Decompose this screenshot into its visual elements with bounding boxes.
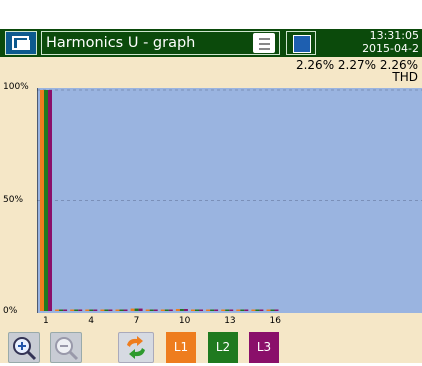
- bar-l3-h7: [138, 308, 143, 311]
- refresh-icon: [127, 336, 145, 359]
- bar-l3-h11: [199, 309, 203, 311]
- bar-l2-h10: [179, 309, 184, 311]
- x-tick-label-16: 16: [269, 316, 281, 326]
- bar-l1-h13: [221, 309, 226, 311]
- bar-l3-h6: [123, 309, 128, 311]
- y-tick-label-100: 100%: [3, 82, 29, 92]
- bar-l2-h3: [74, 309, 79, 311]
- bar-l2-h1: [44, 90, 48, 311]
- bar-l2-h7: [134, 308, 139, 311]
- x-tick-label-10: 10: [178, 316, 191, 326]
- phase-l1-label: L1: [173, 340, 189, 354]
- date-text: 2015-04-2: [362, 42, 419, 55]
- list-icon-line-1: [259, 38, 270, 40]
- window-icon-front: [17, 40, 30, 50]
- time-text: 13:31:05: [369, 29, 419, 42]
- zoom-out-icon: [55, 337, 79, 361]
- bar-l1-h15: [251, 309, 256, 311]
- list-icon-line-3: [259, 48, 270, 50]
- bar-l2-h5: [104, 309, 109, 311]
- harmonics-bar-chart: [36, 88, 422, 313]
- bottom-toolbar: L1 L2 L3: [0, 332, 422, 363]
- thd-value-l2: 2.27%: [337, 58, 377, 72]
- page-title: Harmonics U - graph: [46, 35, 196, 51]
- bar-l3-h2: [63, 309, 68, 311]
- bar-l2-h2: [59, 309, 64, 311]
- bar-l1-h3: [70, 309, 75, 311]
- list-view-button[interactable]: [253, 33, 275, 53]
- bar-l3-h4: [93, 309, 98, 311]
- bar-l1-h5: [100, 309, 105, 311]
- bar-l2-h14: [240, 309, 245, 311]
- clock: 13:31:05 2015-04-2: [362, 29, 419, 55]
- bar-l2-h4: [89, 309, 94, 311]
- bar-l3-h1: [48, 90, 52, 311]
- phase-l1-button[interactable]: L1: [166, 332, 196, 363]
- x-tick-label-7: 7: [133, 316, 140, 326]
- bar-l1-h16: [266, 309, 271, 311]
- bar-l1-h12: [206, 309, 211, 311]
- bar-l1-h4: [85, 309, 90, 311]
- bar-l1-h8: [145, 309, 150, 311]
- bar-l2-h15: [255, 309, 260, 311]
- bar-l1-h10: [175, 309, 180, 311]
- bar-l3-h15: [259, 309, 264, 311]
- header-bar: Harmonics U - graph 13:31:05 2015-04-2: [0, 29, 422, 57]
- window-switch-button[interactable]: [5, 31, 37, 55]
- phase-l3-button[interactable]: L3: [249, 332, 279, 363]
- zoom-out-button[interactable]: [50, 332, 82, 363]
- bar-l2-h9: [164, 309, 169, 311]
- bar-l1-h6: [115, 309, 120, 311]
- sd-card-icon: [293, 35, 311, 53]
- y-tick-label-50: 50%: [3, 195, 24, 205]
- bar-l3-h10: [183, 309, 188, 311]
- bar-l2-h11: [195, 309, 199, 311]
- bar-l2-h12: [210, 309, 215, 311]
- bar-l1-h14: [236, 309, 241, 311]
- bar-l2-h6: [119, 309, 124, 311]
- phase-l2-label: L2: [215, 340, 231, 354]
- chart-plot-area[interactable]: [36, 88, 422, 313]
- x-tick-label-1: 1: [43, 316, 49, 326]
- phase-l2-button[interactable]: L2: [208, 332, 238, 363]
- bar-l1-h1: [40, 90, 44, 311]
- bar-l1-h9: [160, 309, 165, 311]
- bar-l2-h16: [270, 309, 275, 311]
- thd-value-l1: 2.26%: [295, 58, 335, 72]
- zoom-in-button[interactable]: [8, 332, 40, 363]
- bar-l3-h13: [229, 309, 234, 311]
- bar-l1-h11: [191, 309, 195, 311]
- title-box: Harmonics U - graph: [41, 31, 280, 55]
- thd-label: THD: [392, 70, 418, 84]
- bar-l3-h9: [168, 309, 173, 311]
- bar-l3-h12: [214, 309, 219, 311]
- thd-readout: 2.26% 2.27% 2.26% THD: [296, 59, 418, 83]
- refresh-button[interactable]: [118, 332, 154, 363]
- bar-l1-h2: [55, 309, 60, 311]
- bar-l2-h8: [149, 309, 154, 311]
- x-tick-label-4: 4: [88, 316, 95, 326]
- bar-l3-h5: [108, 309, 113, 311]
- phase-l3-label: L3: [256, 340, 272, 354]
- x-tick-label-13: 13: [224, 316, 236, 326]
- bar-l3-h8: [153, 309, 158, 311]
- bar-l3-h16: [274, 309, 279, 311]
- sd-card-button[interactable]: [286, 31, 316, 55]
- bar-l3-h3: [78, 309, 83, 311]
- bar-l2-h13: [225, 309, 230, 311]
- thd-value-l3: 2.26%: [379, 58, 418, 72]
- y-tick-label-0: 0%: [3, 306, 18, 316]
- bar-l1-h7: [130, 308, 135, 311]
- zoom-in-icon: [13, 337, 37, 361]
- bar-l3-h14: [244, 309, 249, 311]
- list-icon-line-2: [259, 43, 270, 45]
